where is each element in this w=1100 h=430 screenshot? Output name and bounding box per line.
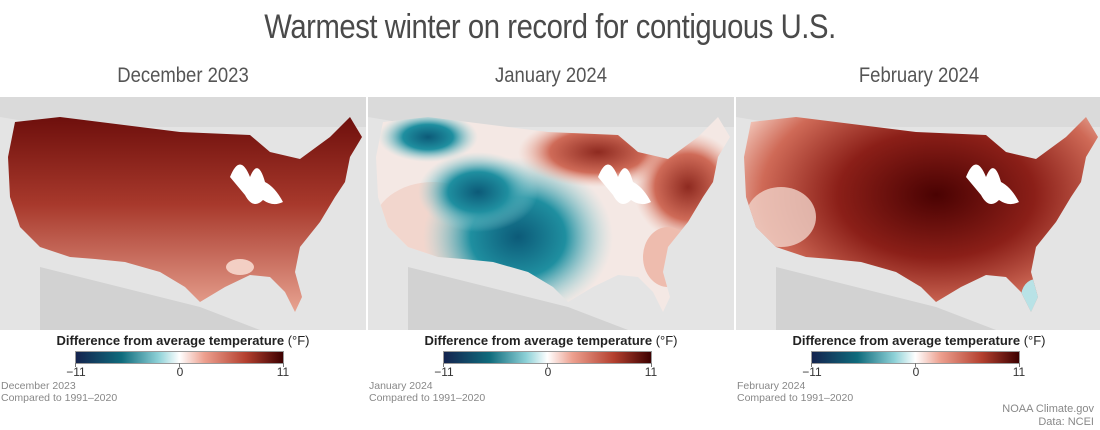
tick-mid: 0 [912,365,920,379]
panel-december: December 2023 Difference from average te… [0,60,366,430]
tick-min: −11 [434,365,454,379]
panel-title: January 2024 [494,64,607,87]
map-december [0,97,366,330]
canada-land [0,97,366,127]
panel-caption: December 2023 Compared to 1991–2020 [1,380,118,404]
map-january [368,97,734,330]
anomaly-patch [226,259,254,275]
tick-mid: 0 [176,365,184,379]
panel-february: February 2024 Difference from average te… [736,60,1100,430]
panel-title: December 2023 [117,64,249,87]
tick-min: −11 [66,365,86,379]
mexico-land [408,267,628,330]
panel-january: January 2024 Difference fro [368,60,734,430]
panel-caption: February 2024 Compared to 1991–2020 [737,380,854,404]
tick-max: 11 [276,365,290,379]
great-lakes [966,164,1019,205]
mexico-land [776,267,996,330]
source-credit: NOAA Climate.gov Data: NCEI [1002,403,1094,428]
canada-land [736,97,1100,127]
legend-title: Difference from average temperature (°F) [56,333,310,348]
map-february [736,97,1100,330]
panel-caption: January 2024 Compared to 1991–2020 [369,380,486,404]
tick-mid: 0 [544,365,552,379]
us-map-shape [8,117,362,312]
tick-max: 11 [644,365,658,379]
tick-max: 11 [1012,365,1026,379]
great-lakes [230,164,283,205]
mexico-land [40,267,260,330]
canada-land [368,97,734,127]
tick-min: −11 [802,365,822,379]
panel-title: February 2024 [858,64,980,87]
main-title: Warmest winter on record for contiguous … [264,8,836,46]
legend-title: Difference from average temperature (°F) [792,333,1046,348]
legend-title: Difference from average temperature (°F) [424,333,678,348]
great-lakes [598,164,651,205]
